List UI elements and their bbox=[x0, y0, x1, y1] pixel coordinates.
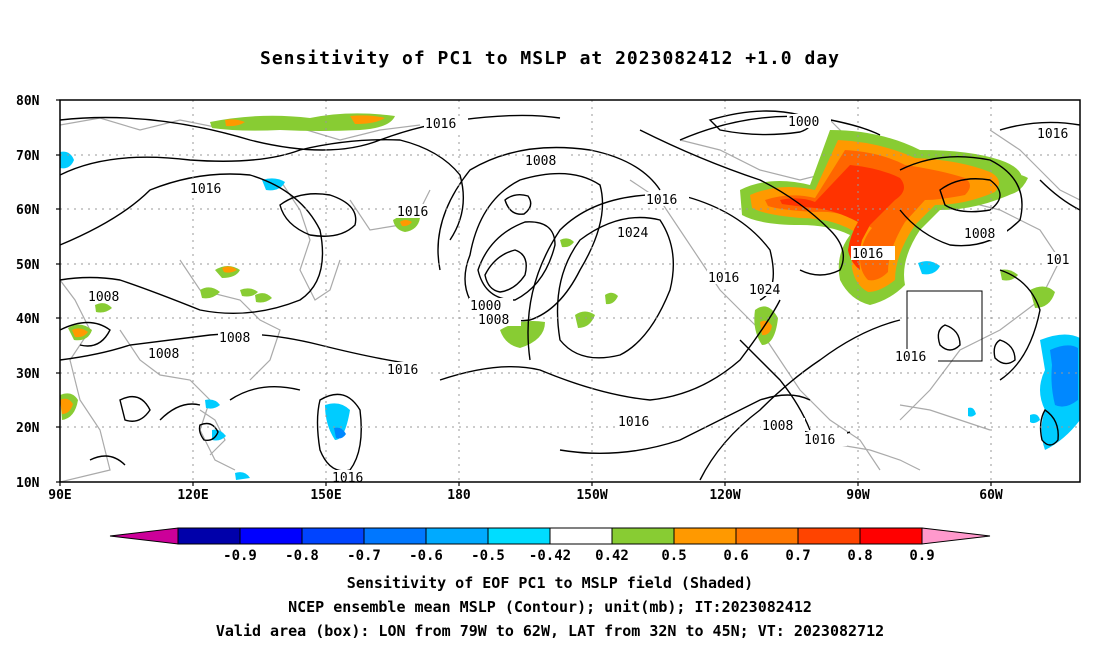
sensitivity-shading bbox=[60, 113, 1080, 480]
colorbar-label: -0.9 bbox=[223, 548, 257, 564]
lat-label: 50N bbox=[16, 258, 40, 273]
colorbar-right-tip bbox=[921, 527, 991, 545]
contour-label: 1008 bbox=[525, 154, 556, 169]
colorbar-label: 0.7 bbox=[785, 548, 810, 564]
lat-label: 10N bbox=[16, 476, 40, 491]
colorbar-label: -0.5 bbox=[471, 548, 505, 564]
contour-label: 1024 bbox=[617, 226, 648, 241]
colorbar-cell bbox=[673, 527, 737, 545]
axis-ticks bbox=[56, 99, 992, 486]
contour-label: 1008 bbox=[148, 347, 179, 362]
contour-label: 1016 bbox=[646, 193, 677, 208]
contour-label: 1016 bbox=[397, 205, 428, 220]
contour-label: 1016 bbox=[804, 433, 835, 448]
colorbar-cell bbox=[735, 527, 799, 545]
colorbar-label: -0.6 bbox=[409, 548, 443, 564]
plot-frame bbox=[59, 99, 1081, 483]
contour-label: 1016 bbox=[190, 182, 221, 197]
contour-label: 1024 bbox=[749, 283, 780, 298]
colorbar-label: 0.5 bbox=[661, 548, 686, 564]
colorbar-cell bbox=[425, 527, 489, 545]
graticule bbox=[60, 100, 1080, 482]
lat-label: 70N bbox=[16, 149, 40, 164]
contour-label: 1016 bbox=[387, 363, 418, 378]
longitude-labels: 90E 120E 150E 180 150W 120W 90W 60W bbox=[48, 488, 1003, 503]
colorbar-label: -0.7 bbox=[347, 548, 381, 564]
colorbar-label: 0.8 bbox=[847, 548, 872, 564]
colorbar-cell bbox=[301, 527, 365, 545]
colorbar-label: 0.42 bbox=[595, 548, 629, 564]
contour-label: 1016 bbox=[618, 415, 649, 430]
colorbar-cell bbox=[177, 527, 241, 545]
lon-label: 180 bbox=[447, 488, 471, 503]
contour-label: 1008 bbox=[219, 331, 250, 346]
map-title: Sensitivity of PC1 to MSLP at 2023082412… bbox=[259, 48, 840, 69]
contour-label-group: 1016 1000 1016 1008 1016 1016 1024 1016 … bbox=[87, 114, 1080, 486]
footer-line-1: Sensitivity of EOF PC1 to MSLP field (Sh… bbox=[346, 574, 754, 592]
contour-label: 101 bbox=[1046, 253, 1069, 268]
lon-label: 120W bbox=[709, 488, 740, 503]
colorbar-label: -0.8 bbox=[285, 548, 319, 564]
footer-line-2: NCEP ensemble mean MSLP (Contour); unit(… bbox=[288, 598, 812, 616]
colorbar-cell bbox=[239, 527, 303, 545]
colorbar-cell bbox=[487, 527, 551, 545]
colorbar-cell bbox=[797, 527, 861, 545]
colorbar-label: 0.9 bbox=[909, 548, 934, 564]
lat-label: 30N bbox=[16, 367, 40, 382]
contour-label: 1008 bbox=[964, 227, 995, 242]
lat-label: 40N bbox=[16, 312, 40, 327]
colorbar-cell bbox=[859, 527, 923, 545]
contour-label: 1016 bbox=[332, 471, 363, 486]
lon-label: 90E bbox=[48, 488, 71, 503]
lon-label: 90W bbox=[846, 488, 870, 503]
contour-label: 1008 bbox=[762, 419, 793, 434]
lon-label: 150W bbox=[576, 488, 607, 503]
contour-label: 1016 bbox=[708, 271, 739, 286]
colorbar-cell bbox=[549, 527, 613, 545]
contour-label: 1008 bbox=[88, 290, 119, 305]
contour-label: 1016 bbox=[1037, 127, 1068, 142]
contour-label: 1008 bbox=[478, 313, 509, 328]
footer-line-3: Valid area (box): LON from 79W to 62W, L… bbox=[215, 622, 885, 640]
lat-label: 60N bbox=[16, 203, 40, 218]
lon-label: 60W bbox=[979, 488, 1003, 503]
contour-label: 1016 bbox=[895, 350, 926, 365]
colorbar-left-tip bbox=[109, 527, 179, 545]
lat-label: 80N bbox=[16, 94, 40, 109]
contour-label: 1016 bbox=[852, 247, 883, 262]
latitude-labels: 80N 70N 60N 50N 40N 30N 20N 10N bbox=[16, 94, 40, 491]
colorbar-label: 0.6 bbox=[723, 548, 748, 564]
lat-label: 20N bbox=[16, 421, 40, 436]
colorbar: -0.9 -0.8 -0.7 -0.6 -0.5 -0.42 0.42 0.5 0.6 0.7 0.… bbox=[109, 527, 991, 564]
colorbar-cell bbox=[363, 527, 427, 545]
lon-label: 150E bbox=[310, 488, 341, 503]
contour-label: 1000 bbox=[470, 299, 501, 314]
contour-label: 1000 bbox=[788, 115, 819, 130]
lon-label: 120E bbox=[177, 488, 208, 503]
valid-area-box bbox=[906, 290, 983, 362]
colorbar-label: -0.42 bbox=[529, 548, 571, 564]
colorbar-cell bbox=[611, 527, 675, 545]
contour-label: 1016 bbox=[425, 117, 456, 132]
